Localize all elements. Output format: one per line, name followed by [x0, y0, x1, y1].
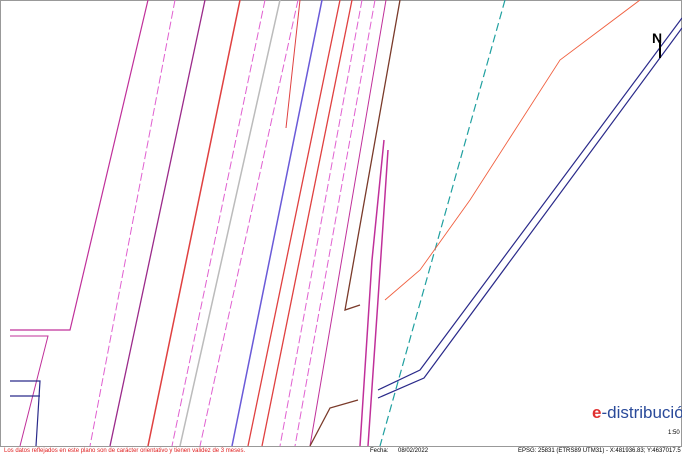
road-line	[89, 0, 176, 447]
road-line	[367, 149, 389, 447]
road-line	[247, 0, 341, 447]
parcel-line	[10, 0, 149, 331]
network-line	[384, 0, 641, 301]
road-line	[171, 0, 266, 447]
disclaimer: Los datos reflejados en este plano son d…	[4, 448, 246, 454]
scale: 1:50	[668, 430, 680, 436]
boundary-line	[344, 0, 401, 311]
date: 08/02/2022	[398, 448, 429, 454]
road-line	[279, 0, 363, 447]
road-line	[199, 0, 299, 447]
north-label: N	[652, 30, 663, 46]
road-line	[359, 139, 385, 447]
road-line	[285, 0, 301, 129]
date-label: Fecha:	[370, 448, 389, 454]
coordinates: EPSG: 25831 (ETRS89 UTM31) - X:481936.83…	[518, 448, 681, 454]
brand-name: -distribución	[601, 403, 682, 422]
cable-line	[377, 27, 682, 399]
cable-line	[10, 380, 41, 447]
brand: e-distribución	[592, 403, 682, 423]
road-line	[231, 0, 323, 447]
cable-line	[377, 17, 682, 391]
brand-mark: e	[592, 403, 602, 422]
boundary-line	[309, 399, 359, 447]
road-line	[109, 0, 206, 447]
road-line	[294, 0, 376, 447]
network-line	[379, 0, 506, 447]
parcel-line	[10, 335, 49, 447]
footer-band	[0, 447, 682, 456]
road-line	[147, 0, 241, 447]
road-line	[309, 0, 387, 447]
road-line	[179, 0, 281, 447]
road-line	[261, 0, 353, 447]
